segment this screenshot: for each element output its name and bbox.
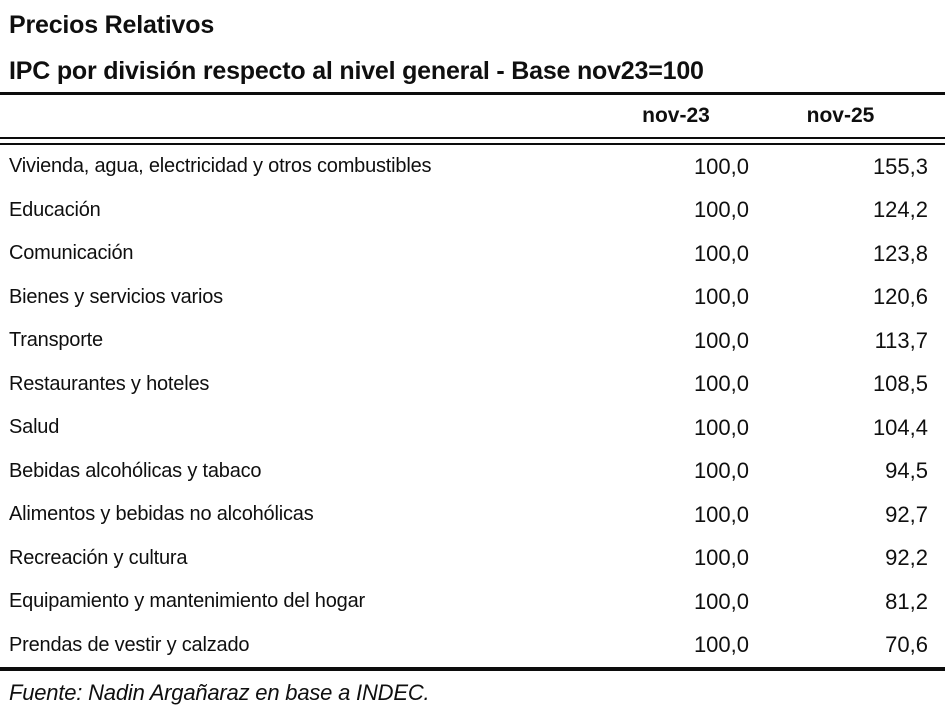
row-value-nov23: 100,0 (693, 153, 749, 179)
double-rule-under-headers (0, 137, 945, 145)
row-label: Bebidas alcohólicas y tabaco (9, 459, 262, 482)
page-subtitle: IPC por división respecto al nivel gener… (9, 57, 704, 85)
row-value-nov25: 120,6 (872, 284, 928, 310)
row-value-nov23: 100,0 (693, 197, 749, 223)
row-value-nov23: 100,0 (693, 284, 749, 310)
row-label: Recreación y cultura (9, 546, 188, 569)
row-label: Vivienda, agua, electricidad y otros com… (9, 155, 432, 178)
row-value-nov25: 113,7 (874, 327, 928, 353)
row-label: Transporte (9, 329, 103, 352)
row-value-nov23: 100,0 (693, 501, 749, 527)
row-value-nov25: 155,3 (872, 153, 928, 179)
row-value-nov23: 100,0 (693, 371, 749, 397)
table-row: Bebidas alcohólicas y tabaco 100,0 94,5 (0, 450, 945, 494)
table-row: Salud 100,0 104,4 (0, 406, 945, 450)
row-label: Salud (9, 416, 60, 439)
table-row: Recreación y cultura 100,0 92,2 (0, 537, 945, 581)
row-value-nov23: 100,0 (693, 458, 749, 484)
rule-above-footer (0, 667, 945, 671)
table-row: Vivienda, agua, electricidad y otros com… (0, 145, 945, 189)
column-header-row: nov-23 nov-25 (0, 95, 945, 137)
table-row: Educación 100,0 124,2 (0, 189, 945, 233)
column-header-nov23: nov-23 (642, 104, 710, 127)
row-value-nov25: 94,5 (885, 458, 928, 484)
row-value-nov25: 92,2 (885, 545, 928, 571)
row-label: Prendas de vestir y calzado (9, 633, 250, 656)
table-header-block: Precios Relativos IPC por división respe… (0, 0, 945, 86)
row-label: Alimentos y bebidas no alcohólicas (9, 503, 314, 526)
row-value-nov23: 100,0 (693, 414, 749, 440)
row-value-nov25: 124,2 (872, 197, 928, 223)
row-label: Equipamiento y mantenimiento del hogar (9, 590, 365, 613)
row-value-nov25: 92,7 (885, 501, 928, 527)
rule-under-subtitle (0, 92, 945, 95)
row-value-nov23: 100,0 (693, 327, 749, 353)
table-body: Vivienda, agua, electricidad y otros com… (0, 145, 945, 667)
row-value-nov25: 108,5 (872, 371, 928, 397)
table-row: Restaurantes y hoteles 100,0 108,5 (0, 363, 945, 407)
page-title: Precios Relativos (9, 11, 215, 39)
row-value-nov25: 81,2 (885, 588, 928, 614)
row-value-nov25: 70,6 (885, 632, 928, 658)
table-row: Bienes y servicios varios 100,0 120,6 (0, 276, 945, 320)
row-label: Restaurantes y hoteles (9, 372, 210, 395)
table-row: Prendas de vestir y calzado 100,0 70,6 (0, 624, 945, 668)
row-value-nov23: 100,0 (693, 240, 749, 266)
source-note: Fuente: Nadin Argañaraz en base a INDEC. (9, 680, 430, 705)
row-value-nov23: 100,0 (693, 545, 749, 571)
table-row: Comunicación 100,0 123,8 (0, 232, 945, 276)
row-label: Bienes y servicios varios (9, 285, 223, 308)
row-value-nov23: 100,0 (693, 632, 749, 658)
row-value-nov23: 100,0 (693, 588, 749, 614)
table-row: Equipamiento y mantenimiento del hogar 1… (0, 580, 945, 624)
row-label: Educación (9, 198, 101, 221)
table-row: Transporte 100,0 113,7 (0, 319, 945, 363)
row-value-nov25: 123,8 (872, 240, 928, 266)
table-row: Alimentos y bebidas no alcohólicas 100,0… (0, 493, 945, 537)
row-label: Comunicación (9, 242, 134, 265)
column-header-nov25: nov-25 (806, 104, 875, 127)
row-value-nov25: 104,4 (872, 414, 928, 440)
